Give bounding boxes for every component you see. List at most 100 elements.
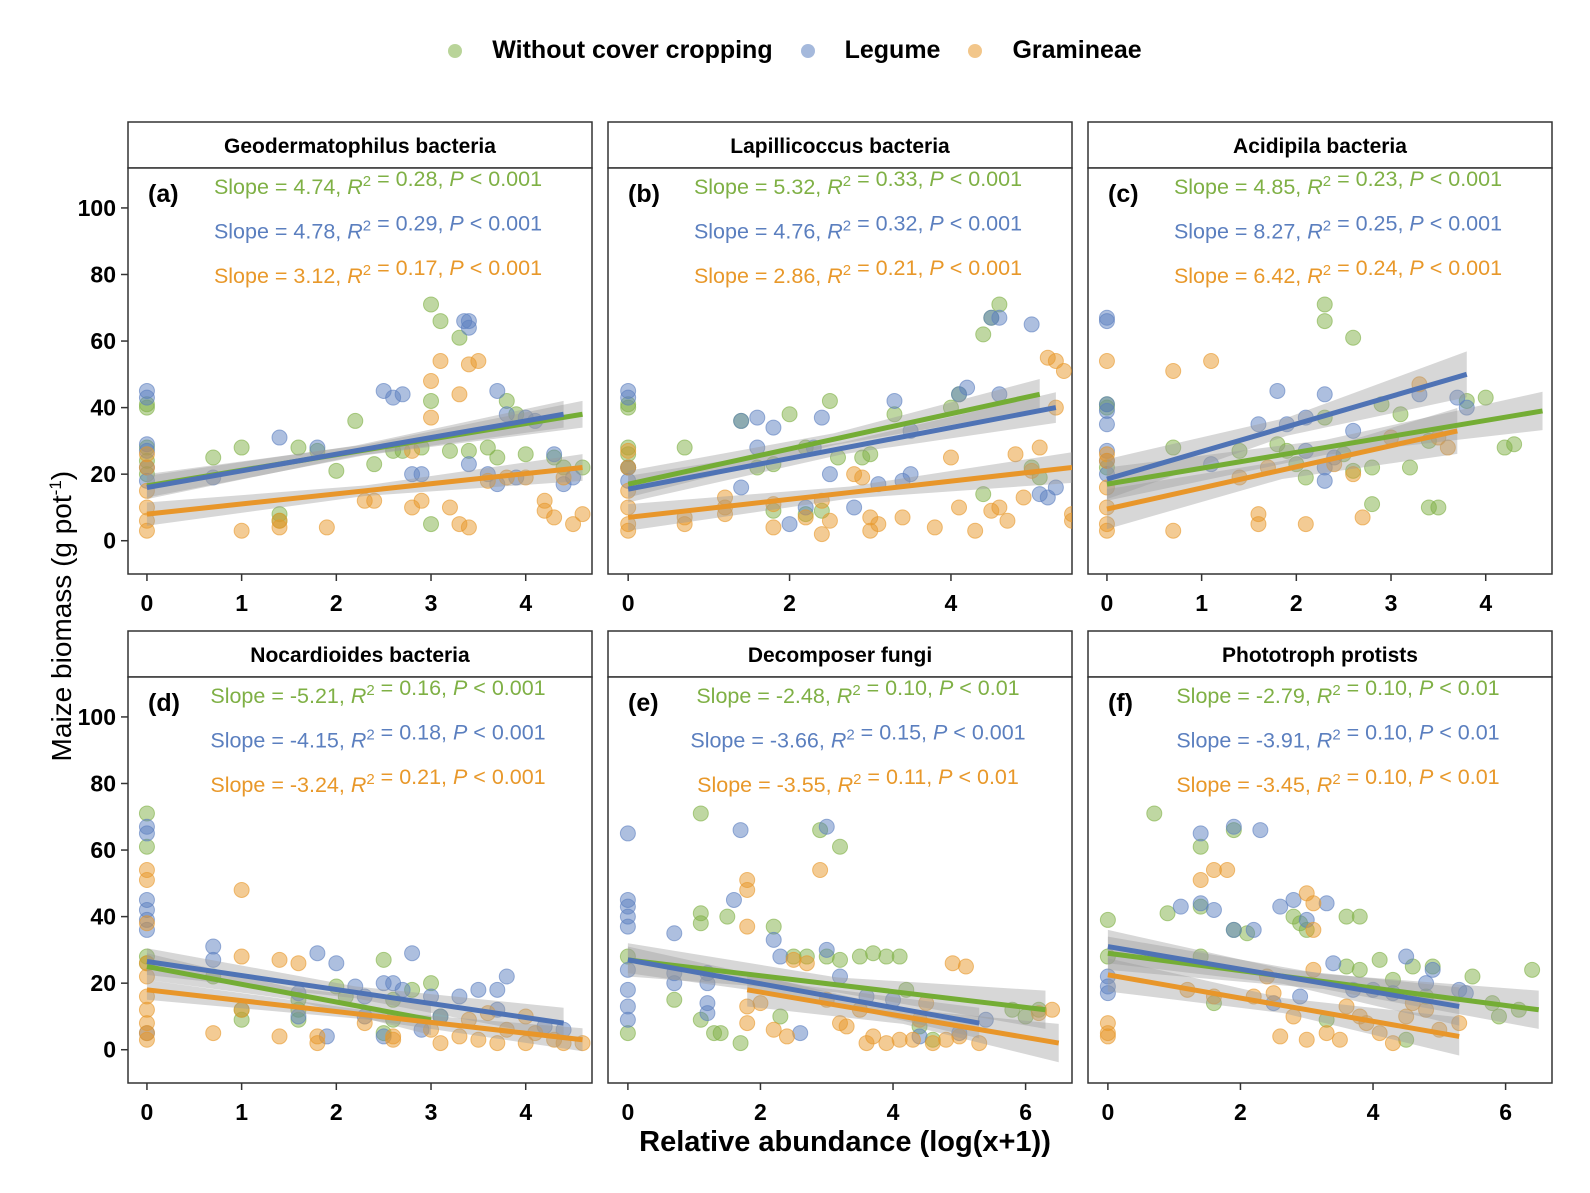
x-tick-label: 2 [1234,1099,1247,1125]
data-point [1044,1001,1061,1018]
regression-stats: Slope = 4.78, R2 = 0.29, P < 0.001 [214,212,542,244]
data-point [991,309,1008,326]
legend-item-without-cover[interactable]: Without cover cropping [448,36,773,65]
fit-line [146,964,432,1023]
data-point [692,915,709,932]
data-point [1192,838,1209,855]
data-point [1007,446,1024,463]
fit-line [1107,944,1460,1009]
regression-stats: Slope = -3.91, R2 = 0.10, P < 0.01 [1176,721,1499,753]
data-point [1231,442,1248,459]
fit-line [146,959,564,1026]
data-point [732,1035,749,1052]
data-point [813,409,830,426]
fit-line [1107,972,1460,1039]
data-point [138,805,155,822]
data-point [1371,951,1388,968]
legend-item-gramineae[interactable]: Gramineae [968,36,1142,65]
data-point [1477,389,1494,406]
data-point [1023,316,1040,333]
data-point [772,1008,789,1025]
plot-content [1099,805,1541,1056]
data-point [878,1035,895,1052]
facet-strip [607,121,1073,169]
data-point [1451,1015,1468,1032]
data-point [470,981,487,998]
data-point [205,449,222,466]
y-tick-label: 20 [90,970,116,996]
x-tick-label: 0 [621,1099,634,1125]
data-point [1098,313,1115,330]
data-point [676,439,693,456]
data-point [878,948,895,965]
data-point [778,1028,795,1045]
data-point [1159,905,1176,922]
panel-f: Phototroph protists 0 2 4 6 (f) Slope = -2.79,… [1087,630,1553,1125]
data-point [413,466,430,483]
data-point [347,412,364,429]
data-point [1351,908,1368,925]
data-point [1192,895,1209,912]
data-point [328,462,345,479]
fit-line [627,391,1041,487]
data-point [752,995,769,1012]
x-tick-label: 2 [1290,590,1303,616]
fit-line [146,411,565,490]
data-point [1098,416,1115,433]
data-point [290,439,307,456]
data-point [1338,998,1355,1015]
data-point [138,459,155,476]
data-point [1285,891,1302,908]
fit-line [146,987,583,1043]
regression-stats: Slope = -2.48, R2 = 0.10, P < 0.01 [696,676,1019,708]
data-point [498,968,515,985]
data-point [1392,406,1409,423]
data-point [1345,422,1362,439]
regression-stats: Slope = 5.32, R2 = 0.33, P < 0.001 [694,167,1022,199]
y-tick-label: 0 [103,528,116,554]
data-point [138,1031,155,1048]
panel-label: (d) [148,689,180,717]
data-point [385,1031,402,1048]
data-point [574,506,591,523]
data-point [666,991,683,1008]
data-point [1338,958,1355,975]
data-point [489,382,506,399]
regression-stats: Slope = -3.45, R2 = 0.10, P < 0.01 [1176,765,1499,797]
legend-item-legume[interactable]: Legume [800,36,940,65]
data-point [394,386,411,403]
data-point [1316,296,1333,313]
data-point [619,1011,636,1028]
data-point [1424,961,1441,978]
data-point [1292,988,1309,1005]
data-point [846,499,863,516]
data-point [619,1025,636,1042]
facet-title: Acidipila bacteria [1233,135,1407,158]
data-point [271,1028,288,1045]
data-point [765,931,782,948]
data-point [977,1011,994,1028]
data-point [821,466,838,483]
data-point [470,353,487,370]
data-point [1351,961,1368,978]
data-point [489,449,506,466]
data-point [1099,911,1116,928]
fit-line [627,405,1057,492]
facet-strip [127,630,593,678]
legend-label: Gramineae [1012,36,1142,64]
data-point [138,825,155,842]
data-point [944,955,961,972]
data-point [1305,895,1322,912]
y-tick-label: 40 [90,904,116,930]
data-point [765,918,782,935]
data-point [1439,439,1456,456]
data-point [999,512,1016,529]
data-point [489,1035,506,1052]
x-tick-label: 4 [519,590,532,616]
data-point [1506,436,1523,453]
data-point [1305,921,1322,938]
data-point [798,955,815,972]
x-tick-label: 1 [235,590,248,616]
data-point [620,442,637,459]
regression-stats: Slope = -4.15, R2 = 0.18, P < 0.001 [210,721,545,753]
